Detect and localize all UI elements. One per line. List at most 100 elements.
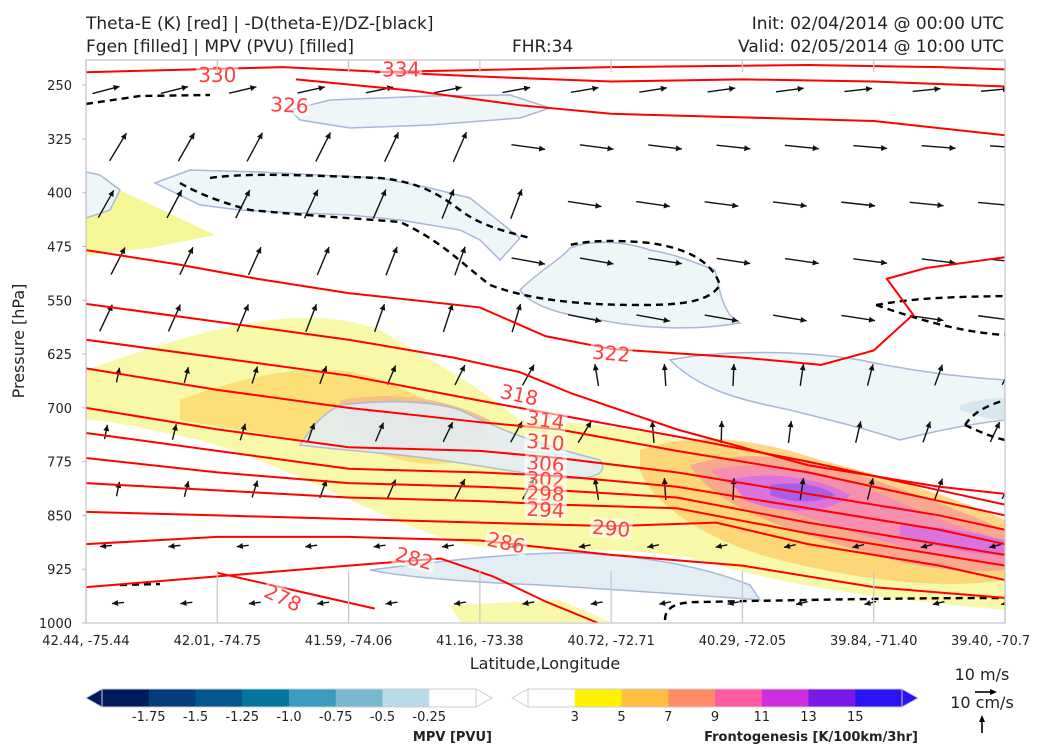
theta-e-label-bg — [391, 543, 438, 574]
wind-vector-head — [797, 86, 804, 92]
y-tick-label: 550 — [47, 294, 72, 309]
theta-e-labels: 3343303263223183143103063022982942902862… — [196, 57, 634, 617]
wind-vector-head — [168, 543, 175, 549]
wind-vector-head — [175, 304, 181, 312]
wind-vector-head — [248, 600, 256, 606]
wind-vector-head — [252, 366, 259, 374]
colorbar-outline — [527, 688, 903, 708]
wind-vector-head — [727, 600, 735, 606]
theta-e-label-bg — [523, 498, 568, 521]
wind-vector-head — [183, 367, 190, 374]
theta-e-contour-330 — [86, 66, 1005, 88]
dtheta-contour — [86, 93, 211, 106]
wind-vector-head — [661, 478, 668, 485]
x-tick-label: 42.01, -74.75 — [174, 634, 261, 649]
colorbar-tick-label: 13 — [800, 710, 817, 725]
theta-e-label: 314 — [525, 405, 566, 434]
theta-e-contour-334 — [374, 64, 1005, 74]
wind-vector-head — [390, 365, 397, 373]
wind-vector-head — [459, 365, 465, 372]
wind-vector-head — [318, 85, 325, 92]
mpv-fill — [86, 171, 121, 219]
wind-vector-head — [441, 543, 449, 549]
wind-vector-head — [309, 423, 316, 430]
wind-vector-head — [447, 422, 453, 429]
wind-vector-head — [649, 421, 656, 428]
wind-vector-head — [176, 190, 182, 197]
wind-vector — [1001, 491, 1005, 500]
wind-vector-head — [799, 478, 806, 485]
colorbar-swatch — [195, 689, 243, 707]
wind-vector-head — [1007, 479, 1012, 486]
wind-vector — [978, 315, 1005, 321]
dtheta-contour — [964, 398, 1005, 426]
colorbar-swatch — [335, 689, 383, 707]
wind-vector-head — [812, 145, 819, 152]
wind-vector-head — [730, 364, 737, 371]
wind-key-vertical-arrowhead — [979, 715, 985, 722]
wind-vector-head — [455, 85, 462, 92]
y-tick-label: 1000 — [39, 617, 72, 632]
wind-vector-head — [937, 364, 944, 372]
theta-e-label-bg — [496, 380, 542, 410]
title-line-1: Theta-E (K) [red] | -D(theta-E)/DZ-[blac… — [86, 14, 434, 34]
wind-vector-head — [731, 316, 739, 323]
colorbar-outline — [101, 688, 477, 708]
colorbar-swatch — [855, 689, 903, 707]
y-axis-label: Pressure [hPa] — [9, 284, 28, 399]
theta-e-label-bg — [523, 407, 568, 433]
wind-vector-head — [585, 421, 592, 429]
colorbar-tick-label: -0.75 — [319, 710, 353, 725]
wind-vector-head — [920, 543, 928, 549]
theta-e-label-bg — [259, 579, 307, 616]
x-tick-label: 39.40, -70.7 — [951, 634, 1030, 649]
fgen-fill-11 — [900, 525, 1005, 555]
wind-vector-head — [800, 202, 807, 209]
wind-vector-head — [447, 304, 454, 311]
valid-time: Valid: 02/05/2014 @ 10:00 UTC — [738, 37, 1004, 57]
wind-vector-head — [856, 421, 863, 428]
fgen-fill-3 — [86, 180, 215, 255]
colorbar-extend-right — [475, 688, 494, 708]
wind-vector-head — [852, 543, 859, 549]
colorbar-tick-label: -1.5 — [183, 710, 208, 725]
wind-vector-head — [880, 144, 888, 151]
wind-vector-head — [592, 85, 599, 92]
wind-vector — [989, 145, 1005, 148]
y-tick-label: 475 — [47, 240, 72, 255]
x-tick-label: 39.84, -71.40 — [830, 634, 917, 649]
wind-vector-head — [317, 600, 324, 606]
wind-vector-head — [607, 259, 614, 266]
wind-vector-head — [590, 600, 598, 606]
wind-key-vertical-label: 10 cm/s — [950, 693, 1014, 712]
wind-vector-head — [243, 304, 249, 312]
wind-vector-head — [523, 85, 531, 92]
y-tick-label: 850 — [47, 509, 72, 524]
plot-frame — [85, 59, 1006, 624]
wind-vector-head — [108, 190, 114, 198]
wind-vector-head — [528, 364, 535, 372]
wind-vector-head — [385, 600, 392, 606]
wind-vector-head — [1006, 316, 1012, 322]
colorbar-swatch — [148, 689, 196, 707]
dtheta-contour — [179, 181, 722, 307]
wind-vectors — [92, 85, 1012, 606]
wind-vector-head — [325, 132, 331, 140]
wind-vector-head — [171, 424, 178, 431]
wind-vector-head — [112, 85, 120, 91]
dtheta-contour — [663, 596, 1005, 621]
wind-vector-head — [256, 132, 263, 140]
wind-vector-head — [119, 247, 125, 255]
wind-vector-head — [880, 259, 888, 266]
wind-vector-head — [647, 543, 654, 549]
wind-vector-head — [120, 133, 127, 140]
colorbar-extend-right — [901, 688, 920, 708]
wind-vector — [990, 258, 1005, 262]
wind-vector-head — [932, 600, 940, 606]
wind-vector-head — [522, 600, 529, 606]
dtheta-contour — [964, 423, 1005, 442]
fgen-colorbar-title: Frontogenesis [K/100km/3hr] — [704, 730, 918, 745]
dtheta-contour — [209, 173, 531, 240]
theta-e-label: 326 — [270, 92, 309, 118]
